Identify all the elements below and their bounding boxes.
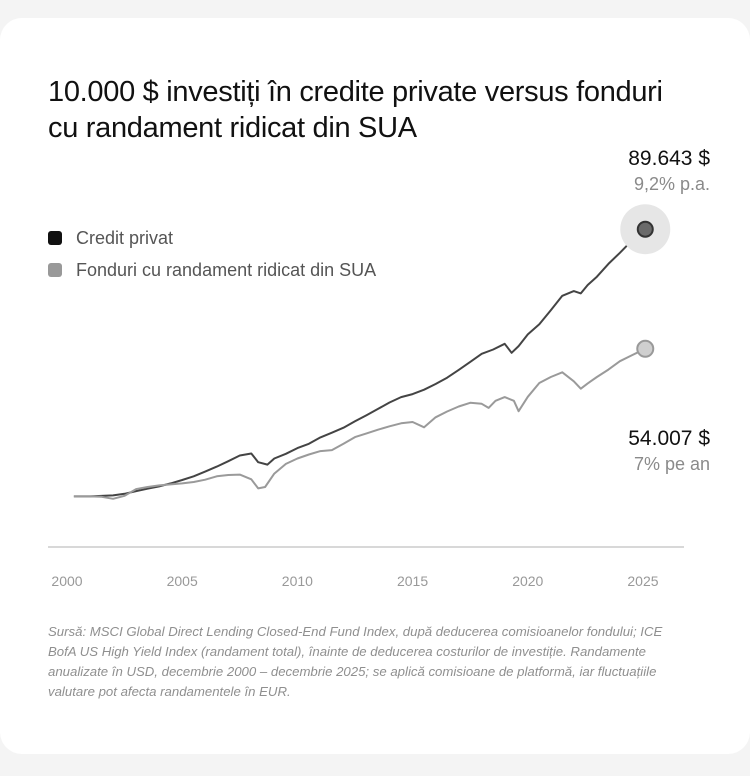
- x-tick-label: 2010: [282, 573, 313, 589]
- legend-label-high-yield: Fonduri cu randament ridicat din SUA: [76, 259, 377, 280]
- series-line-high-yield: [73, 347, 646, 500]
- legend-swatch-private-credit: [48, 231, 62, 245]
- end-value-private-credit: 89.643 $: [628, 147, 710, 170]
- chart-card: [0, 18, 750, 754]
- x-tick-label: 2005: [167, 573, 198, 589]
- endpoint-marker-private-credit: [636, 220, 654, 238]
- end-value-high-yield: 54.007 $: [628, 427, 710, 450]
- x-tick-label: 2020: [512, 573, 543, 589]
- legend-item-high-yield: Fonduri cu randament ridicat din SUA: [48, 254, 376, 286]
- x-tick-label: 2025: [627, 573, 658, 589]
- end-label-private-credit: 89.643 $ 9,2% p.a.: [628, 146, 710, 196]
- end-label-high-yield: 54.007 $ 7% pe an: [628, 426, 710, 476]
- chart-title: 10.000 $ investiți în credite private ve…: [48, 76, 663, 144]
- end-rate-private-credit: 9,2% p.a.: [633, 174, 710, 194]
- x-tick-label: 2000: [51, 573, 82, 589]
- x-tick-label: 2015: [397, 573, 428, 589]
- legend-swatch-high-yield: [48, 263, 62, 277]
- legend-label-private-credit: Credit privat: [76, 227, 174, 248]
- legend-item-private-credit: Credit privat: [48, 222, 376, 254]
- series-line-private-credit: [73, 228, 646, 498]
- chart-legend: Credit privat Fonduri cu randament ridic…: [48, 222, 376, 286]
- endpoint-marker-high-yield: [636, 339, 655, 358]
- end-rate-high-yield: 7% pe an: [633, 454, 710, 474]
- source-note: Sursă: MSCI Global Direct Lending Closed…: [48, 624, 663, 699]
